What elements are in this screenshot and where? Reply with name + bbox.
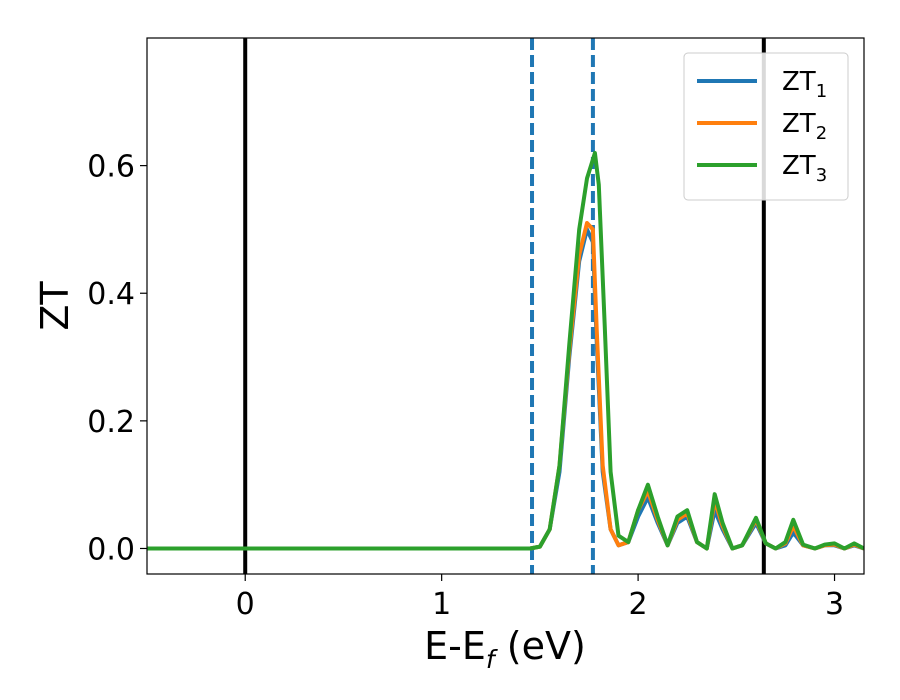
- x-tick-label: 0: [236, 587, 255, 622]
- legend: ZT1 ZT2 ZT3: [683, 52, 849, 201]
- plot-frame: [146, 37, 865, 575]
- legend-label-1: ZT1: [782, 67, 827, 102]
- y-tick-label: 0.6: [87, 150, 135, 185]
- series-lines: [147, 150, 864, 551]
- x-axis-label-main: E-E: [424, 624, 486, 668]
- x-axis-label: E-Ef (eV): [424, 624, 586, 674]
- legend-label-3: ZT3: [782, 151, 827, 186]
- x-tick-label: 2: [629, 587, 648, 622]
- y-tick-label: 0.4: [87, 277, 135, 312]
- y-axis-label: ZT: [33, 281, 77, 331]
- y-tick-label: 0.0: [87, 532, 135, 567]
- x-axis-ticks: 0 1 2 3: [236, 574, 844, 622]
- y-tick-label: 0.2: [87, 405, 135, 440]
- y-axis-ticks: 0.0 0.2 0.4 0.6: [87, 150, 147, 567]
- x-axis-label-unit: (eV): [495, 624, 586, 668]
- series-line-3: [147, 150, 864, 551]
- x-tick-label: 1: [432, 587, 451, 622]
- x-tick-label: 3: [825, 587, 844, 622]
- legend-label-2: ZT2: [782, 109, 827, 144]
